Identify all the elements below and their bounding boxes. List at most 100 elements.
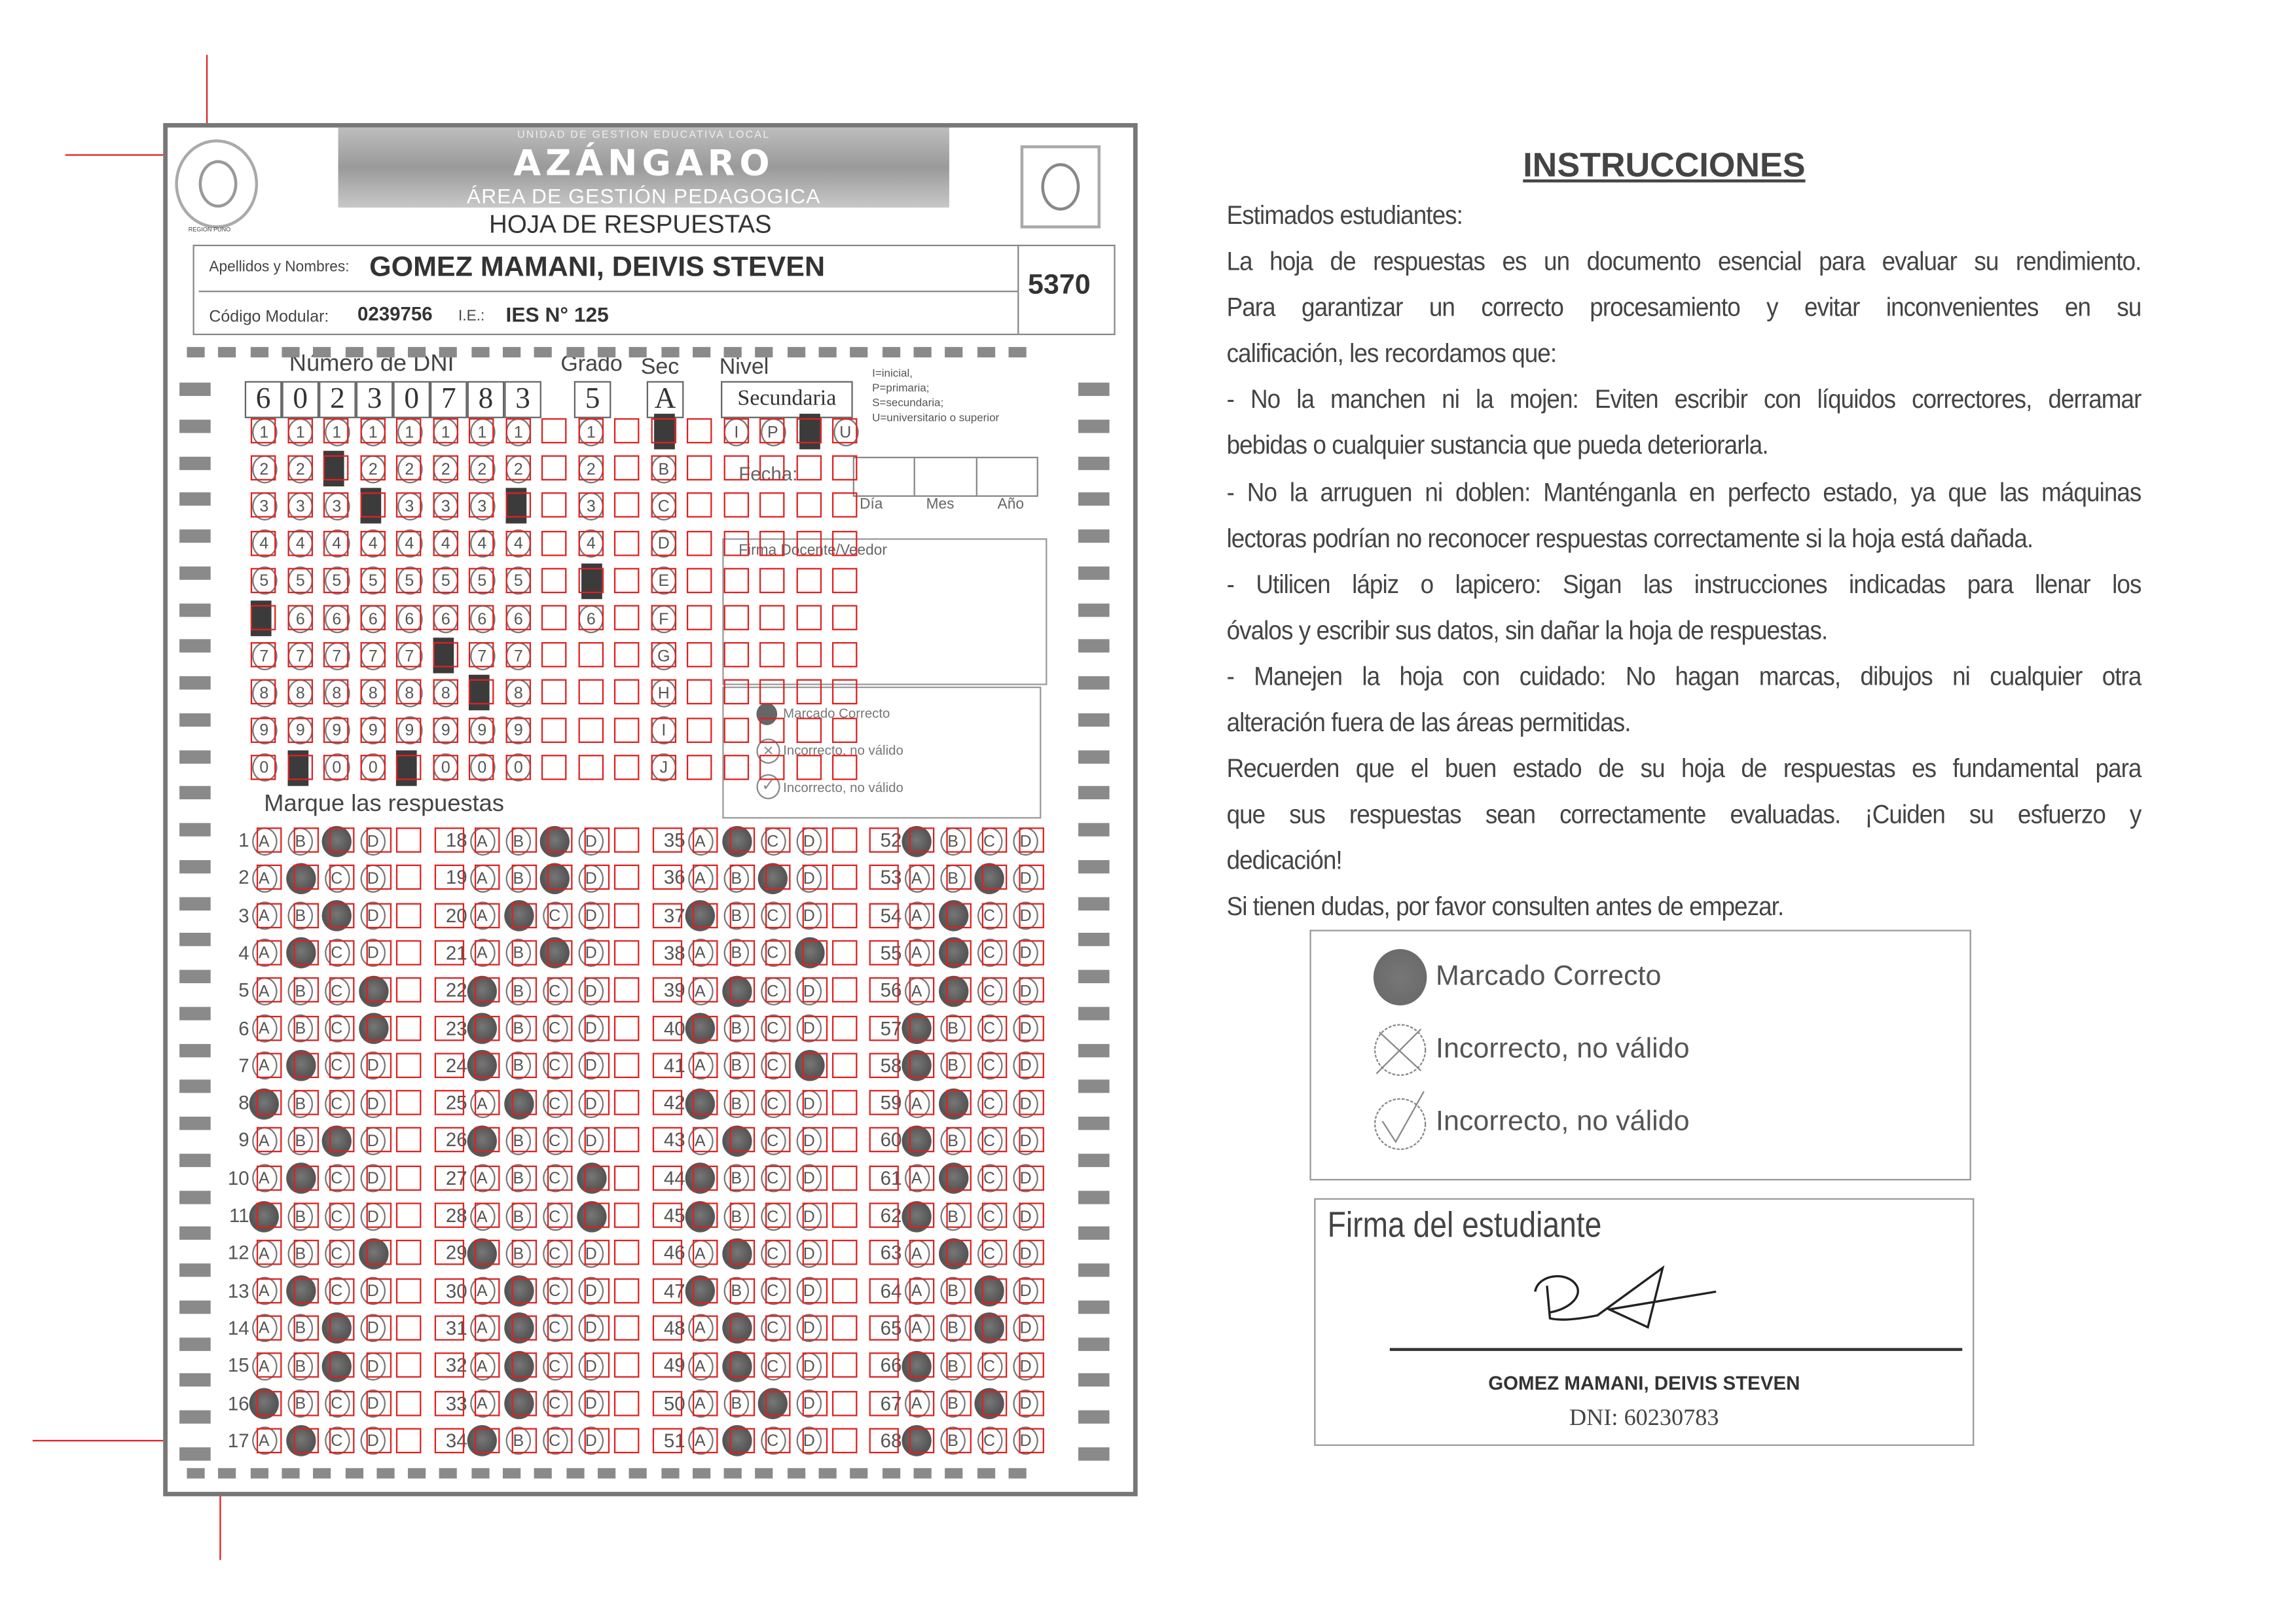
answer-bubble-D[interactable]: D	[360, 1089, 386, 1118]
answer-mark-A[interactable]	[467, 975, 497, 1007]
dni-bubble[interactable]: 6	[505, 604, 532, 633]
answer-mark-B[interactable]	[285, 937, 316, 969]
grado-bubble[interactable]: 1	[578, 417, 604, 446]
answer-mark-B[interactable]	[938, 975, 968, 1007]
answer-mark-C[interactable]	[539, 825, 570, 857]
answer-mark-C[interactable]	[539, 937, 570, 969]
dni-bubble[interactable]: 6	[469, 604, 495, 633]
answer-mark-B[interactable]	[721, 975, 752, 1007]
answer-bubble-B[interactable]: B	[287, 827, 314, 856]
dni-mark[interactable]	[287, 749, 308, 786]
answer-bubble-A[interactable]: A	[251, 1127, 277, 1155]
answer-mark-A[interactable]	[685, 1275, 715, 1307]
answer-mark-A[interactable]	[902, 825, 932, 857]
answer-mark-C[interactable]	[321, 825, 352, 857]
answer-bubble-B[interactable]: B	[287, 1127, 314, 1155]
dni-bubble[interactable]: 1	[505, 417, 532, 446]
grado-bubble[interactable]: 4	[578, 529, 604, 558]
dni-bubble[interactable]: 6	[360, 604, 386, 633]
answer-mark-B[interactable]	[721, 825, 752, 857]
answer-bubble-C[interactable]: C	[542, 1089, 568, 1118]
answer-bubble-D[interactable]: D	[360, 1127, 386, 1155]
answer-bubble-C[interactable]: C	[324, 1051, 350, 1080]
answer-bubble-C[interactable]: C	[760, 1352, 786, 1380]
answer-mark-C[interactable]	[757, 863, 788, 894]
answer-bubble-D[interactable]: D	[578, 1352, 604, 1380]
answer-bubble-C[interactable]: C	[976, 1089, 1002, 1118]
answer-mark-B[interactable]	[503, 1312, 534, 1344]
dni-bubble[interactable]: 7	[287, 641, 314, 670]
dni-bubble[interactable]: 6	[433, 604, 459, 633]
answer-bubble-A[interactable]: A	[469, 1352, 495, 1380]
dni-bubble[interactable]: 1	[433, 417, 459, 446]
dni-bubble[interactable]: 8	[505, 679, 532, 708]
dni-bubble[interactable]: 4	[287, 529, 314, 558]
answer-bubble-C[interactable]: C	[976, 1051, 1002, 1080]
answer-bubble-C[interactable]: C	[976, 1127, 1002, 1155]
answer-bubble-D[interactable]: D	[578, 1089, 604, 1118]
answer-mark-C[interactable]	[321, 1312, 352, 1344]
answer-bubble-D[interactable]: D	[578, 1127, 604, 1155]
answer-bubble-B[interactable]: B	[505, 1127, 532, 1155]
dni-bubble[interactable]: 7	[505, 641, 532, 670]
dni-bubble[interactable]: 7	[397, 641, 422, 670]
answer-mark-B[interactable]	[285, 1425, 316, 1457]
answer-bubble-B[interactable]: B	[723, 1051, 750, 1080]
dni-bubble[interactable]: 7	[324, 641, 350, 670]
answer-bubble-B[interactable]: B	[723, 1164, 750, 1193]
answer-bubble-B[interactable]: B	[723, 1089, 750, 1118]
answer-bubble-C[interactable]: C	[760, 1089, 786, 1118]
grado-bubble[interactable]: 3	[578, 492, 604, 520]
answer-mark-B[interactable]	[285, 1275, 316, 1307]
answer-bubble-C[interactable]: C	[324, 1089, 350, 1118]
answer-bubble-D[interactable]: D	[796, 827, 822, 856]
answer-mark-D[interactable]	[576, 1200, 606, 1232]
dni-bubble[interactable]: 7	[360, 641, 386, 670]
dni-bubble[interactable]: 7	[251, 641, 277, 670]
answer-bubble-A[interactable]: A	[469, 827, 495, 856]
answer-mark-D[interactable]	[358, 1238, 388, 1269]
answer-bubble-A[interactable]: A	[687, 1352, 713, 1380]
answer-mark-D[interactable]	[358, 975, 388, 1007]
dni-bubble[interactable]: 1	[287, 417, 314, 446]
answer-mark-C[interactable]	[757, 1388, 788, 1420]
answer-bubble-C[interactable]: C	[542, 1164, 568, 1193]
answer-bubble-C[interactable]: C	[760, 1127, 786, 1155]
answer-bubble-C[interactable]: C	[542, 1127, 568, 1155]
answer-mark-A[interactable]	[467, 1425, 497, 1457]
answer-bubble-C[interactable]: C	[976, 827, 1002, 856]
dni-bubble[interactable]: 8	[251, 679, 277, 708]
answer-bubble-B[interactable]: B	[505, 827, 532, 856]
answer-mark-A[interactable]	[685, 900, 715, 931]
answer-bubble-B[interactable]: B	[505, 1164, 532, 1193]
dni-mark[interactable]	[395, 749, 417, 786]
fecha-mes-field[interactable]	[916, 458, 977, 496]
dni-bubble[interactable]: 4	[397, 529, 422, 558]
answer-bubble-D[interactable]: D	[360, 1352, 386, 1380]
grado-bubble[interactable]: 2	[578, 454, 604, 483]
answer-mark-B[interactable]	[721, 1425, 752, 1457]
dni-bubble[interactable]: 2	[397, 454, 422, 483]
answer-bubble-A[interactable]: A	[251, 1164, 277, 1193]
dni-bubble[interactable]: 8	[324, 679, 350, 708]
answer-mark-A[interactable]	[249, 1388, 279, 1420]
dni-bubble[interactable]: 3	[469, 492, 495, 520]
dni-bubble[interactable]: 6	[397, 604, 422, 633]
dni-bubble[interactable]: 3	[251, 492, 277, 520]
answer-bubble-A[interactable]: A	[251, 1051, 277, 1080]
dni-bubble[interactable]: 3	[397, 492, 422, 520]
answer-mark-B[interactable]	[721, 1312, 752, 1344]
answer-bubble-A[interactable]: A	[469, 1164, 495, 1193]
answer-bubble-C[interactable]: C	[760, 1164, 786, 1193]
dni-bubble[interactable]: 8	[433, 679, 459, 708]
answer-bubble-C[interactable]: C	[324, 1164, 350, 1193]
dni-bubble[interactable]: 3	[287, 492, 314, 520]
dni-bubble[interactable]: 2	[251, 454, 277, 483]
answer-bubble-C[interactable]: C	[760, 827, 786, 856]
dni-bubble[interactable]: 2	[360, 454, 386, 483]
answer-mark-D[interactable]	[794, 937, 824, 969]
answer-bubble-B[interactable]: B	[505, 1051, 532, 1080]
dni-bubble[interactable]: 1	[469, 417, 495, 446]
dni-bubble[interactable]: 6	[324, 604, 350, 633]
dni-bubble[interactable]: 1	[360, 417, 386, 446]
